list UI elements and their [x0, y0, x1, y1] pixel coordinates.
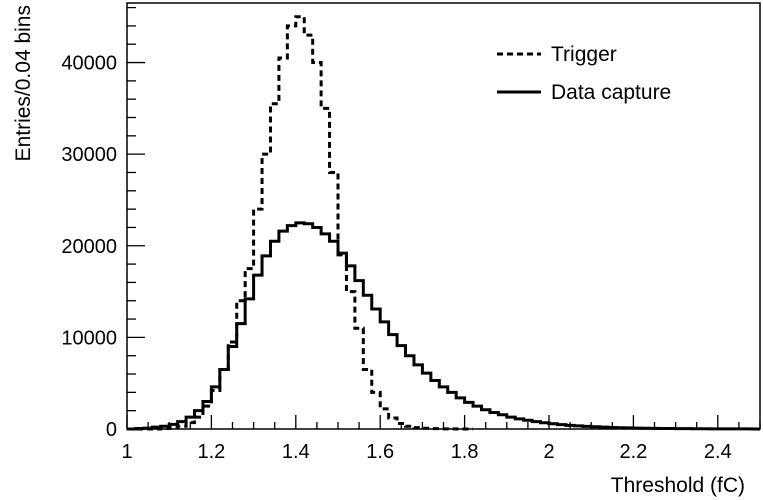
x-axis: 1 1.2 1.4 1.6 1.8 2 2.2 2.4 [121, 415, 761, 463]
x-tick-label: 2 [543, 441, 554, 463]
x-tick-label: 1.8 [451, 441, 479, 463]
x-tick-label: 2.4 [704, 441, 732, 463]
y-axis-label: Entries/0.04 bins [12, 5, 35, 161]
y-tick-label: 30000 [61, 144, 117, 166]
y-tick-label: 40000 [61, 53, 117, 75]
x-tick-label: 2.2 [619, 441, 647, 463]
y-axis: 0 10000 20000 30000 40000 [61, 6, 145, 441]
series-layer [127, 15, 760, 431]
legend-label-data-capture: Data capture [551, 81, 671, 104]
legend: Trigger Data capture [497, 43, 671, 104]
series-line-data-capture [127, 221, 760, 431]
x-axis-label: Threshold (fC) [611, 474, 745, 497]
plot-frame [126, 2, 761, 430]
x-tick-label: 1.2 [197, 441, 225, 463]
plot-area [126, 2, 761, 431]
series-line-trigger [127, 15, 474, 431]
y-tick-label: 20000 [61, 236, 117, 258]
legend-label-trigger: Trigger [551, 43, 617, 66]
y-tick-label: 10000 [61, 327, 117, 349]
x-tick-label: 1.6 [366, 441, 394, 463]
y-tick-label: 0 [106, 419, 117, 441]
x-tick-label: 1 [121, 441, 132, 463]
x-tick-label: 1.4 [282, 441, 310, 463]
